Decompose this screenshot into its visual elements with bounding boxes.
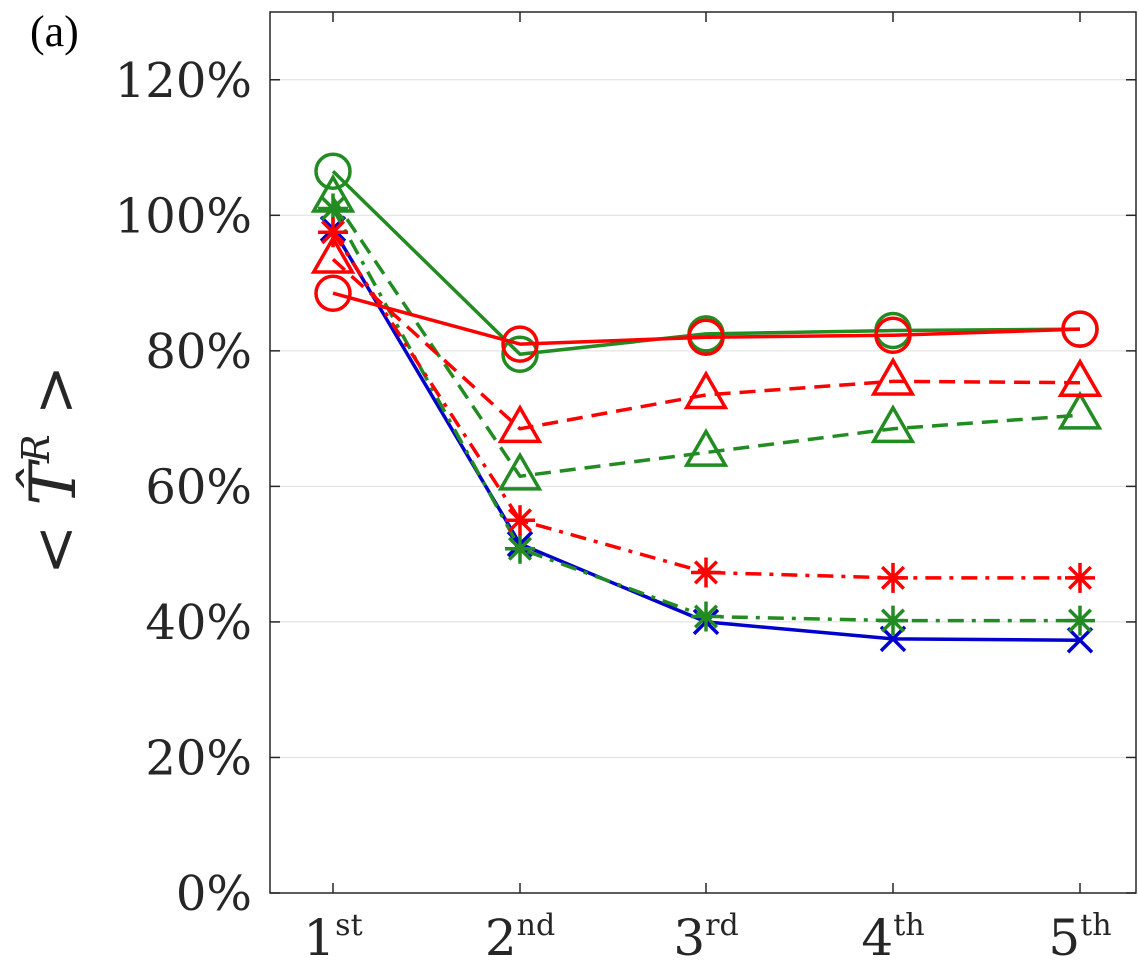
- y-tick-label-20: 20%: [145, 730, 252, 786]
- x-tick-label-5: 5th: [1048, 908, 1111, 967]
- series-5-marker-2: [497, 404, 543, 444]
- series-2-marker-4: [878, 605, 908, 636]
- series-2-marker-2: [505, 533, 535, 564]
- series-4: [310, 173, 1103, 491]
- y-tick-label-40: 40%: [145, 595, 252, 651]
- panel-label: (a): [30, 7, 79, 56]
- series-6-marker-2: [501, 335, 539, 373]
- series-4-marker-4: [870, 404, 916, 444]
- series-2-marker-1: [318, 193, 348, 224]
- series-3-marker-4: [878, 562, 908, 593]
- series-2-marker-3: [691, 601, 721, 632]
- series-4-marker-5: [1057, 390, 1103, 430]
- y-tick-label-120: 120%: [115, 53, 252, 109]
- series-3-marker-1: [318, 217, 348, 248]
- series-5-marker-5: [1057, 358, 1103, 398]
- series-3-marker-3: [691, 557, 721, 588]
- x-tick-labels: 1st 2nd 3rd 4th 5th: [303, 908, 1111, 967]
- x-tick-label-3: 3rd: [673, 908, 738, 967]
- series-3-line: [331, 231, 1080, 580]
- y-tick-label-100: 100%: [115, 188, 252, 244]
- series-5-marker-4: [870, 356, 916, 396]
- series-group: [310, 152, 1103, 654]
- series-5: [310, 234, 1103, 444]
- axes: [269, 11, 1137, 894]
- series-7: [314, 274, 1099, 363]
- series-7-marker-1: [314, 274, 352, 312]
- x-tick-label-2: 2nd: [485, 908, 555, 967]
- series-7-marker-3: [687, 318, 725, 357]
- series-4-marker-1: [310, 173, 356, 213]
- series-4-marker-3: [683, 427, 729, 467]
- series-1-marker-5: [1066, 626, 1094, 654]
- y-tick-label-80: 80%: [145, 324, 252, 380]
- series-4-marker-2: [497, 451, 543, 491]
- x-tick-label-4: 4th: [861, 908, 924, 967]
- series-7-marker-4: [874, 316, 912, 355]
- plot-frame: [269, 11, 1137, 894]
- series-2: [318, 193, 1095, 636]
- series-3: [318, 217, 1095, 593]
- series-6-marker-1: [314, 152, 352, 191]
- grid-lines: [270, 79, 1136, 758]
- series-7-marker-5: [1061, 310, 1099, 348]
- y-tick-label-60: 60%: [145, 459, 252, 515]
- x-tick-label-1: 1st: [303, 908, 362, 967]
- series-6-line: [331, 170, 1081, 356]
- y-tick-labels: 0% 20% 40% 60% 80% 100% 120%: [115, 53, 252, 922]
- series-7-line: [332, 291, 1081, 346]
- y-tick-label-0: 0%: [176, 866, 252, 922]
- series-5-marker-1: [310, 234, 356, 274]
- series-3-marker-5: [1065, 562, 1095, 593]
- series-7-marker-2: [501, 325, 539, 363]
- series-5-marker-3: [683, 370, 729, 410]
- y-axis-label: < T̂R >: [14, 365, 91, 575]
- series-2-marker-5: [1065, 605, 1095, 636]
- series-3-marker-2: [505, 505, 535, 536]
